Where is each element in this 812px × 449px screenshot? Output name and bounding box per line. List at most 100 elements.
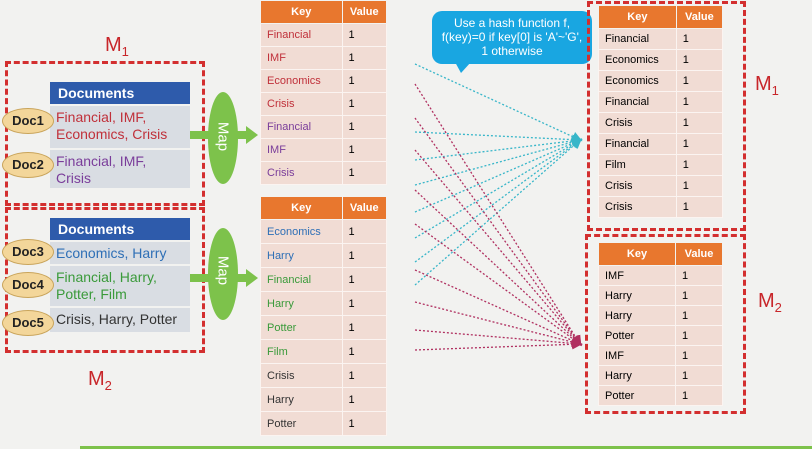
value-cell: 1 [674, 265, 724, 286]
bottom-divider [80, 446, 812, 449]
value-cell: 1 [675, 49, 724, 71]
value-cell: 1 [341, 138, 387, 162]
key-cell: Financial [598, 133, 677, 155]
map1-oval [208, 92, 238, 184]
key-cell: Potter [598, 385, 676, 406]
key-cell: Film [598, 154, 677, 176]
m2-partition-border [585, 234, 746, 414]
shuffle-line-m1 [414, 138, 583, 239]
table-row: IMF 1 [260, 46, 387, 70]
doc5-badge: Doc5 [2, 310, 54, 336]
value-header: Value [341, 0, 387, 24]
doc1-content: Financial, IMF, Economics, Crisis [50, 106, 190, 148]
map2-arrow-head [246, 269, 258, 287]
callout-pointer [455, 62, 471, 73]
table-row: Harry 1 [598, 285, 724, 306]
table-row: Film 1 [598, 154, 724, 176]
value-cell: 1 [341, 161, 387, 185]
table-row: Financial 1 [260, 115, 387, 139]
value-cell: 1 [674, 385, 724, 406]
value-cell: 1 [674, 345, 724, 366]
key-cell: Harry [598, 305, 676, 326]
table-row: Potter 1 [598, 385, 724, 406]
table-row: Crisis 1 [260, 161, 387, 185]
key-cell: Crisis [260, 161, 343, 185]
key-cell: Crisis [598, 196, 677, 218]
table-row: Harry 1 [598, 365, 724, 386]
key-cell: Crisis [598, 175, 677, 197]
value-cell: 1 [675, 154, 724, 176]
table-row: IMF 1 [598, 345, 724, 366]
value-cell: 1 [674, 365, 724, 386]
m2-bottom-label: M2 [88, 368, 112, 393]
key-cell: Economics [260, 69, 343, 93]
map1-arrow-shaft [236, 131, 248, 139]
table-row: Financial 1 [598, 133, 724, 155]
map1-output-table: Key Value Financial 1 IMF 1 Economics 1 Crisis… [260, 0, 387, 185]
key-cell: IMF [260, 46, 343, 70]
table-row: Potter 1 [260, 411, 387, 436]
value-cell: 1 [675, 28, 724, 50]
key-header: Key [598, 242, 676, 266]
key-cell: Financial [260, 115, 343, 139]
m1-partition-table: Key Value Financial 1 Economics 1 Economics 1… [598, 5, 724, 218]
value-cell: 1 [341, 219, 387, 244]
table-row: Economics 1 [260, 219, 387, 244]
key-cell: Financial [260, 267, 343, 292]
key-cell: IMF [260, 138, 343, 162]
key-cell: Economics [598, 49, 677, 71]
table-row: Harry 1 [260, 387, 387, 412]
shuffle-line-m2 [414, 301, 583, 348]
table-row: Financial 1 [598, 28, 724, 50]
callout-line-3: 1 otherwise [481, 44, 543, 58]
shuffle-line-m1 [414, 63, 583, 142]
map1-arrow-head [246, 126, 258, 144]
table-row: Potter 1 [598, 325, 724, 346]
key-cell: Crisis [260, 92, 343, 116]
value-header: Value [674, 242, 724, 266]
m1-partition-border [587, 1, 746, 231]
table-row: Crisis 1 [260, 92, 387, 116]
callout-line-2: f(key)=0 if key[0] is 'A'~'G', [441, 30, 583, 44]
key-cell: Crisis [598, 112, 677, 134]
callout-line-1: Use a hash function f, [453, 16, 571, 30]
key-cell: Crisis [260, 363, 343, 388]
table-row: IMF 1 [598, 265, 724, 286]
value-cell: 1 [341, 291, 387, 316]
m2-right-label: M2 [758, 290, 782, 315]
key-header: Key [598, 5, 677, 29]
doc1-badge: Doc1 [2, 108, 54, 134]
map2-oval [208, 228, 238, 320]
key-cell: Harry [260, 291, 343, 316]
shuffle-line-m1 [414, 138, 582, 286]
documents-header-2: Documents [50, 218, 190, 240]
doc4-badge: Doc4 [2, 272, 54, 298]
shuffle-line-m2 [414, 269, 583, 346]
table-row: Crisis 1 [598, 196, 724, 218]
key-cell: IMF [598, 265, 676, 286]
key-cell: Economics [598, 70, 677, 92]
map1-arrow-in [190, 131, 220, 139]
doc4-content: Financial, Harry, Potter, Film [50, 266, 190, 306]
documents-header-1: Documents [50, 82, 190, 104]
shuffle-line-m2 [414, 117, 582, 347]
shuffle-line-m2 [414, 83, 582, 347]
value-cell: 1 [341, 363, 387, 388]
value-cell: 1 [341, 411, 387, 436]
value-cell: 1 [674, 305, 724, 326]
key-cell: Potter [260, 411, 343, 436]
table-row: Financial 1 [598, 91, 724, 113]
table-row: Harry 1 [260, 291, 387, 316]
shuffle-line-m2 [414, 339, 583, 351]
shuffle-line-m2 [414, 223, 583, 346]
value-header: Value [675, 5, 724, 29]
shuffle-line-m1 [414, 135, 583, 161]
value-cell: 1 [341, 23, 387, 47]
table-row: Harry 1 [598, 305, 724, 326]
value-cell: 1 [675, 175, 724, 197]
value-cell: 1 [341, 339, 387, 364]
map2-arrow-shaft [236, 274, 248, 282]
key-cell: Film [260, 339, 343, 364]
shuffle-line-m2 [414, 189, 582, 346]
table-row: Crisis 1 [260, 363, 387, 388]
